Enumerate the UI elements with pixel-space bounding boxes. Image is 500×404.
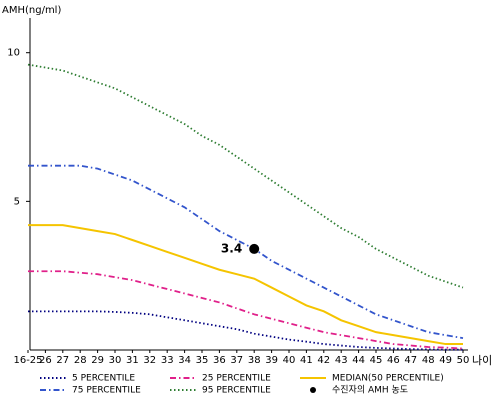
legend-swatch bbox=[310, 387, 316, 393]
x-tick-label: 46 bbox=[387, 355, 400, 366]
series-line bbox=[27, 63, 464, 289]
x-tick-label: 44 bbox=[352, 355, 365, 366]
patient-point bbox=[249, 243, 260, 254]
x-tick-label: 33 bbox=[161, 355, 174, 366]
x-tick-label: 26 bbox=[39, 355, 52, 366]
legend-label: 25 PERCENTILE bbox=[202, 374, 271, 384]
x-tick-label: 39 bbox=[265, 355, 278, 366]
x-tick-label: 48 bbox=[422, 355, 435, 366]
series-line bbox=[28, 224, 463, 346]
x-tick-label: 32 bbox=[143, 355, 156, 366]
x-tick-label: 28 bbox=[74, 355, 87, 366]
x-axis-label: 나이 bbox=[472, 354, 492, 367]
y-tick-label: 10 bbox=[7, 48, 20, 59]
x-tick-label: 38 bbox=[248, 355, 261, 366]
x-tick-label: 49 bbox=[439, 355, 452, 366]
x-tick-label: 36 bbox=[213, 355, 226, 366]
x-tick-label: 34 bbox=[178, 355, 191, 366]
point-label: 3.4 bbox=[221, 241, 242, 255]
x-tick-label: 27 bbox=[56, 355, 69, 366]
x-tick-label: 45 bbox=[370, 355, 383, 366]
x-tick-label: 42 bbox=[317, 355, 330, 366]
legend-label: 5 PERCENTILE bbox=[72, 374, 135, 384]
legend-label: MEDIAN(50 PERCENTILE) bbox=[332, 374, 444, 384]
x-tick-label: 35 bbox=[196, 355, 209, 366]
y-tick-label: 5 bbox=[14, 196, 20, 207]
x-tick-label: 29 bbox=[91, 355, 104, 366]
legend-label: 75 PERCENTILE bbox=[72, 386, 141, 396]
series-line bbox=[28, 270, 464, 350]
x-tick-label: 41 bbox=[300, 355, 313, 366]
series-line bbox=[28, 310, 463, 351]
x-tick-label: 47 bbox=[404, 355, 417, 366]
series-line bbox=[28, 164, 464, 339]
y-axis-label: AMH(ng/ml) bbox=[2, 5, 61, 16]
x-tick-label: 31 bbox=[126, 355, 139, 366]
x-tick-label: 50 bbox=[457, 355, 470, 366]
x-tick-label: 37 bbox=[230, 355, 243, 366]
x-tick-label: 43 bbox=[335, 355, 348, 366]
legend-label: 95 PERCENTILE bbox=[202, 386, 271, 396]
x-tick-label: 30 bbox=[109, 355, 122, 366]
legend-label: 수진자의 AMH 농도 bbox=[332, 385, 408, 396]
x-tick-label: 16-25 bbox=[13, 355, 42, 366]
x-tick-label: 40 bbox=[283, 355, 296, 366]
